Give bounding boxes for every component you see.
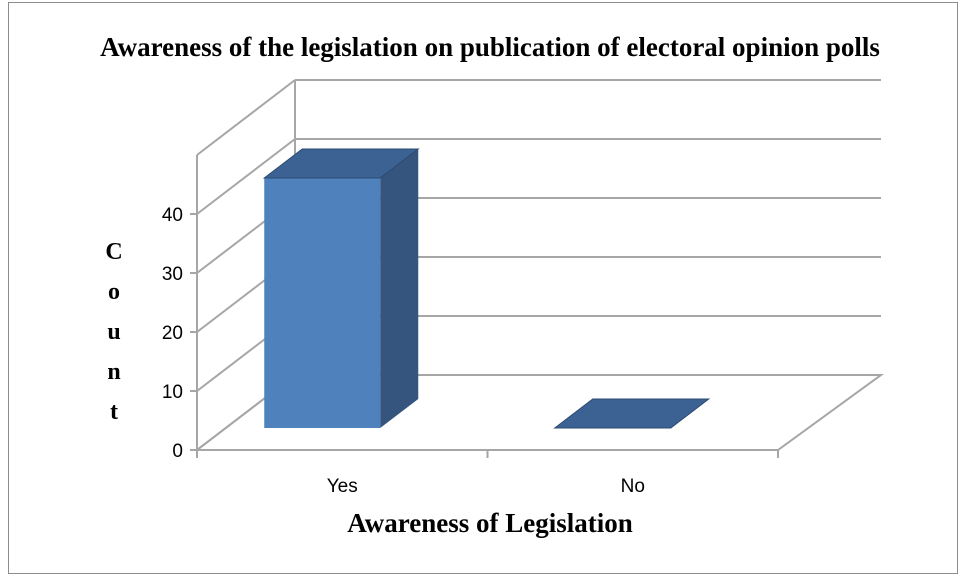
x-tick-label: No: [621, 476, 645, 497]
bar-front-yes: [264, 178, 381, 428]
x-axis-label: Awareness of Legislation: [347, 508, 633, 538]
chart-floor: [194, 374, 885, 451]
bar-top-yes: [262, 148, 420, 179]
y-axis-label-char: t: [110, 399, 118, 425]
y-tick-label: 40: [162, 205, 183, 226]
y-axis-label-char: o: [108, 279, 120, 305]
y-tick-label: 20: [162, 323, 183, 344]
y-tick-label: 0: [172, 441, 183, 462]
y-axis-label-char: n: [107, 359, 121, 385]
chart-title: Awareness of the legislation on publicat…: [100, 32, 880, 62]
y-tick-label: 30: [162, 264, 183, 285]
chart-frame: [8, 2, 958, 574]
side-wall-gridline: [196, 79, 296, 156]
bar-top-no: [553, 398, 711, 429]
y-axis-label-char: C: [105, 239, 123, 265]
x-tick-label: Yes: [327, 476, 358, 497]
y-tick-label: 10: [162, 382, 183, 403]
side-wall-gridline: [196, 138, 296, 215]
bar-side-yes: [380, 149, 419, 428]
y-axis-label-char: u: [107, 319, 121, 345]
